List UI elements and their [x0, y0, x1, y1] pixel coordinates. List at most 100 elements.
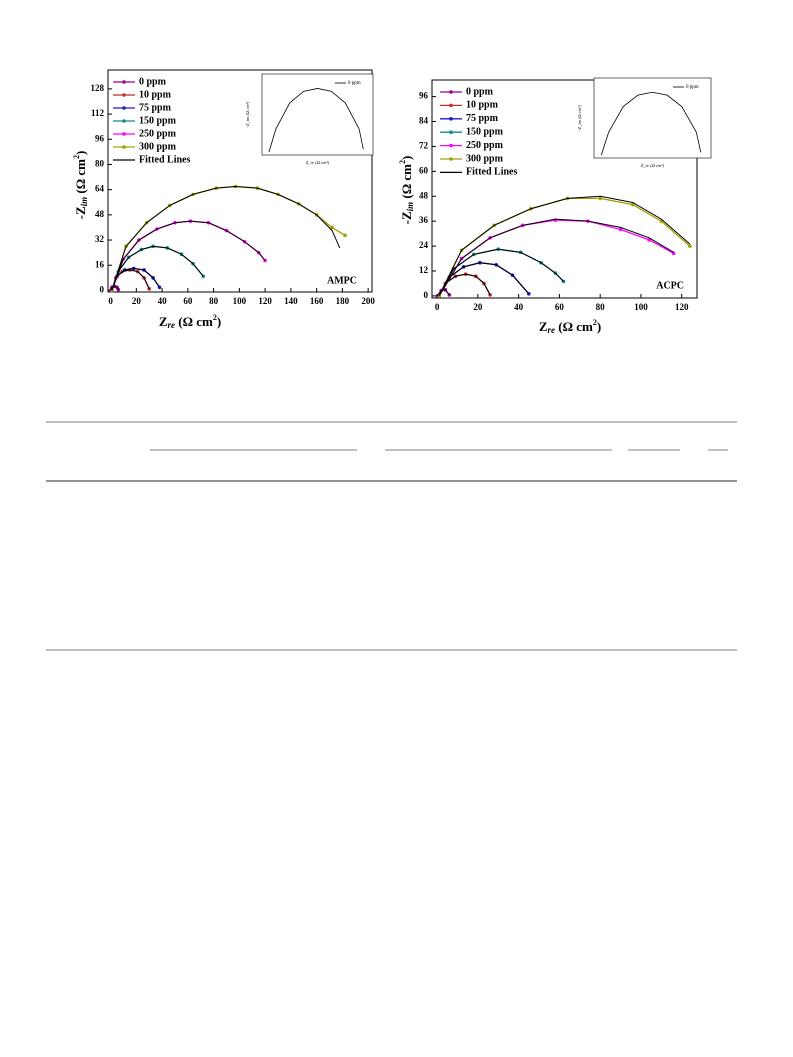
- data-point: [330, 225, 334, 230]
- x-tick-label: 80: [209, 296, 219, 306]
- fitted-line: [110, 186, 341, 291]
- inset-frame: [593, 77, 712, 159]
- axis-label-part: 2: [213, 313, 217, 322]
- legend-label: 300 ppm: [466, 153, 504, 164]
- y-tick-label: 80: [95, 159, 105, 169]
- y-tick-label: 72: [419, 141, 429, 151]
- y-tick-label: 60: [419, 165, 429, 175]
- x-tick-label: 60: [555, 302, 565, 312]
- legend-marker: [449, 143, 453, 148]
- axis-label-part: re: [547, 325, 555, 335]
- legend-marker: [122, 145, 126, 149]
- legend-marker: [449, 157, 453, 161]
- legend-marker: [449, 117, 453, 121]
- legend-label: 250 ppm: [139, 128, 177, 139]
- data-point: [688, 244, 692, 248]
- data-point: [671, 251, 676, 256]
- legend-label: Fitted Lines: [466, 167, 517, 178]
- y-tick-label: 48: [95, 209, 105, 219]
- inset-frame: [261, 73, 374, 156]
- axis-label: Zre (Ω cm2): [539, 318, 601, 335]
- y-tick-label: 84: [419, 116, 429, 126]
- table-rules: [46, 421, 737, 651]
- fitted-line: [436, 195, 691, 297]
- axis-label-part: (Ω cm: [73, 159, 88, 197]
- legend-label: 0 ppm: [686, 85, 699, 90]
- x-tick-label: 180: [336, 296, 350, 306]
- legend-label: 0 ppm: [348, 81, 361, 86]
- y-tick-label: 64: [95, 184, 105, 194]
- y-tick-label: 16: [95, 259, 105, 269]
- axis-label-part: 2: [593, 318, 597, 327]
- axis-label-part: 2: [398, 160, 407, 164]
- legend-marker: [122, 80, 126, 84]
- x-tick-label: 100: [634, 302, 648, 312]
- legend-marker: [122, 132, 126, 136]
- inset-y-label: -Z_im (Ω cm²): [577, 105, 582, 131]
- annotation: AMPC: [327, 275, 357, 286]
- y-tick-label: 32: [95, 234, 105, 244]
- x-tick-label: 120: [675, 302, 689, 312]
- data-point: [488, 293, 492, 297]
- y-tick-label: 0: [424, 290, 429, 300]
- x-tick-label: 40: [158, 296, 168, 306]
- y-tick-label: 128: [91, 83, 105, 93]
- axis-label-part: ): [399, 156, 414, 160]
- inset-x-label: Z_re (Ω cm²): [306, 160, 330, 165]
- data-point: [630, 202, 635, 207]
- x-tick-label: 20: [473, 302, 483, 312]
- legend-label: 150 ppm: [466, 126, 504, 137]
- axis-label-part: ): [217, 314, 221, 329]
- legend-label: 250 ppm: [466, 140, 504, 151]
- inset-line: [600, 91, 702, 156]
- axis-label-part: re: [167, 320, 175, 330]
- axis-label-part: (Ω cm: [399, 164, 414, 202]
- inset-line: [268, 88, 364, 153]
- y-tick-label: 0: [100, 284, 105, 294]
- annotation: ACPC: [656, 280, 684, 291]
- axis-label-part: im: [405, 202, 415, 212]
- axis-label: -Zim (Ω cm2): [398, 156, 415, 225]
- x-tick-label: 20: [132, 296, 142, 306]
- axis-label-part: im: [79, 197, 89, 207]
- axis-label-part: ): [597, 319, 601, 334]
- axis-label-part: -Z: [73, 206, 88, 219]
- legend-marker: [122, 106, 126, 110]
- x-tick-label: 0: [108, 296, 113, 306]
- axis-label: -Zim (Ω cm2): [72, 151, 89, 220]
- legend-label: 75 ppm: [466, 113, 499, 124]
- legend-label: 10 ppm: [466, 100, 499, 111]
- legend-marker: [122, 119, 126, 123]
- x-tick-label: 120: [258, 296, 272, 306]
- axis-label-part: ): [73, 151, 88, 155]
- inset-y-label: -Z_im (Ω cm²): [245, 101, 250, 127]
- legend-marker: [449, 103, 453, 108]
- y-tick-label: 36: [419, 215, 429, 225]
- x-tick-label: 200: [361, 296, 375, 306]
- x-tick-label: 0: [435, 302, 440, 312]
- legend-label: 300 ppm: [139, 141, 177, 152]
- x-tick-label: 60: [183, 296, 193, 306]
- y-tick-label: 48: [419, 190, 429, 200]
- legend-label: 150 ppm: [139, 115, 177, 126]
- x-tick-label: 80: [596, 302, 606, 312]
- legend-label: 0 ppm: [139, 76, 167, 87]
- x-tick-label: 40: [514, 302, 524, 312]
- data-point: [647, 238, 651, 242]
- axis-label-part: (Ω cm: [555, 319, 593, 334]
- axis-label-part: (Ω cm: [175, 314, 213, 329]
- legend-label: 75 ppm: [139, 102, 172, 113]
- y-tick-label: 12: [419, 265, 429, 275]
- axis-label-part: Z: [539, 319, 548, 334]
- y-tick-label: 24: [419, 240, 429, 250]
- legend-marker: [449, 90, 453, 94]
- data-point: [598, 196, 602, 201]
- legend-marker: [449, 130, 453, 134]
- legend-label: Fitted Lines: [139, 154, 190, 165]
- x-tick-label: 100: [233, 296, 247, 306]
- axis-label-part: Z: [159, 314, 168, 329]
- x-tick-label: 160: [310, 296, 324, 306]
- y-tick-label: 96: [419, 91, 429, 101]
- x-tick-label: 140: [284, 296, 298, 306]
- data-point: [618, 227, 623, 232]
